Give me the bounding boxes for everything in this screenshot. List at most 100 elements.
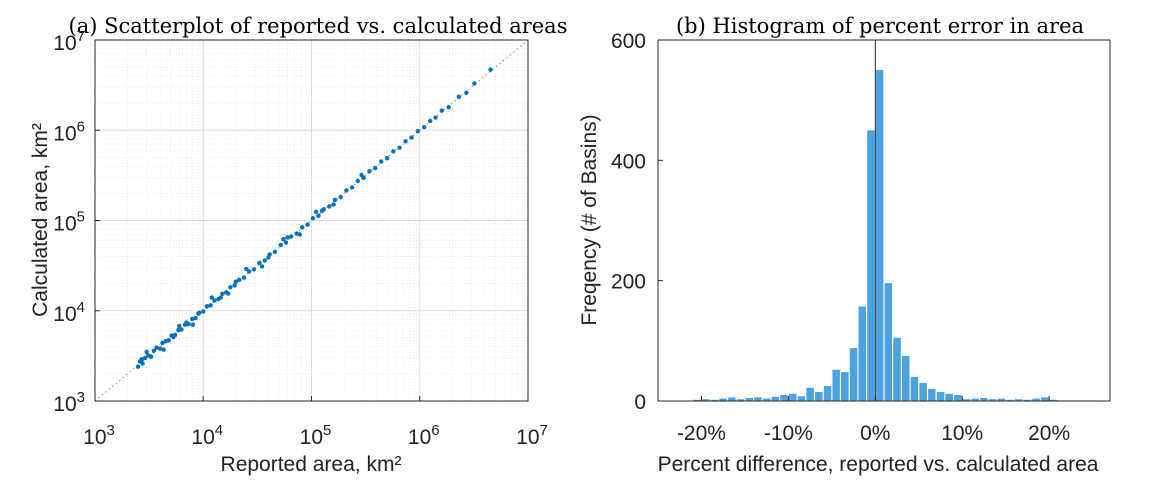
scatter-point: [397, 145, 402, 150]
scatter-point: [283, 240, 289, 245]
scatter-point: [220, 291, 225, 296]
histogram-bar: [971, 398, 979, 401]
scatter-point: [403, 139, 408, 144]
scatter-point: [237, 277, 242, 282]
scatter-point: [193, 315, 198, 321]
scatter-point: [232, 283, 237, 288]
scatter-point: [171, 334, 176, 340]
histogram-bar: [1032, 398, 1040, 401]
scatter-point: [446, 105, 451, 110]
scatter-point: [373, 165, 378, 171]
scatter-point: [297, 232, 302, 237]
histogram-bar: [719, 398, 727, 401]
histogram-bar: [910, 376, 919, 401]
scatter-point: [259, 264, 265, 269]
scatter-point: [177, 323, 182, 329]
scatter-point: [300, 225, 305, 230]
scatter-point: [151, 348, 157, 353]
histogram-bar: [1015, 399, 1023, 401]
scatter-point: [212, 298, 217, 303]
scatter-point: [344, 188, 349, 193]
histogram-y-axis-label: Freqency (# of Basins): [578, 114, 601, 325]
histogram-bar: [728, 397, 736, 401]
histogram-bars: [693, 70, 1101, 402]
scatter-point: [439, 108, 444, 113]
scatter-point: [244, 266, 249, 272]
y-tick-label: 400: [611, 150, 646, 173]
scatter-point: [233, 279, 238, 284]
scatter-x-ticks: 103 104 105 106 107: [83, 396, 548, 449]
scatter-point: [190, 316, 195, 322]
scatter-point: [201, 309, 206, 314]
x-tick-label: 106: [408, 422, 440, 449]
scatter-point: [262, 258, 267, 263]
x-tick-label: 10%: [941, 422, 983, 445]
histogram-bar: [780, 395, 788, 401]
scatter-point: [226, 291, 231, 296]
scatter-point: [251, 267, 257, 272]
x-tick-label: 107: [516, 422, 548, 449]
y-tick-label: 107: [53, 28, 85, 55]
scatter-point: [246, 269, 252, 274]
scatter-point: [422, 125, 427, 130]
histogram-bar: [997, 398, 1006, 401]
scatter-point: [488, 67, 493, 72]
scatter-point: [154, 345, 159, 350]
histogram-bar: [980, 398, 988, 401]
x-tick-label: -10%: [764, 422, 813, 445]
scatter-point: [166, 338, 171, 343]
scatter-point: [359, 172, 364, 178]
scatter-point: [310, 216, 316, 221]
scatter-point: [319, 208, 325, 213]
scatter-point: [331, 202, 336, 207]
scatter-point: [409, 135, 414, 140]
x-tick-label: 0%: [860, 422, 890, 445]
histogram-bar: [815, 392, 823, 401]
histogram-bar: [789, 393, 797, 401]
scatter-point: [266, 255, 271, 260]
scatter-point: [456, 94, 462, 100]
histogram-bar: [762, 398, 771, 401]
histogram-bar: [1041, 397, 1049, 401]
scatter-point: [327, 204, 332, 209]
histogram-x-ticks: -20% -10% 0% 10% 20%: [677, 396, 1070, 445]
scatter-point: [305, 222, 310, 227]
histogram-bar: [849, 348, 858, 401]
histogram-bar: [1023, 399, 1032, 401]
scatter-point: [209, 295, 214, 300]
scatter-point: [332, 197, 338, 203]
histogram-bar: [988, 399, 997, 401]
scatter-point: [464, 90, 469, 96]
scatter-point: [142, 355, 148, 361]
scatter-grid: [95, 40, 528, 401]
y-tick-label: 103: [53, 389, 85, 416]
y-tick-label: 600: [611, 30, 646, 53]
histogram-bar: [710, 399, 719, 401]
histogram-bar: [919, 382, 927, 401]
scatter-point: [161, 347, 166, 352]
scatter-point: [433, 115, 438, 120]
x-tick-label: 20%: [1028, 422, 1070, 445]
scatter-point: [148, 354, 154, 359]
scatter-point: [272, 249, 278, 254]
histogram-bar: [702, 399, 710, 401]
scatter-point: [228, 285, 233, 290]
scatter-point: [285, 235, 290, 240]
scatter-point: [184, 320, 189, 325]
histogram-bar: [754, 397, 762, 401]
y-tick-label: 0: [634, 391, 646, 414]
scatter-point: [316, 213, 321, 218]
y-tick-label: 200: [611, 271, 646, 294]
y-tick-label: 105: [53, 209, 85, 236]
histogram-bar: [1006, 399, 1014, 401]
scatter-point: [379, 159, 384, 164]
x-tick-label: 105: [300, 422, 332, 449]
scatter-points: [135, 67, 493, 369]
histogram-bar: [736, 399, 745, 401]
histogram-bar: [858, 306, 866, 401]
scatter-point: [139, 357, 144, 362]
scatter-title: (a) Scatterplot of reported vs. calculat…: [69, 14, 568, 38]
scatter-point: [158, 346, 163, 351]
scatter-point: [338, 194, 343, 200]
y-tick-label: 106: [53, 118, 85, 145]
